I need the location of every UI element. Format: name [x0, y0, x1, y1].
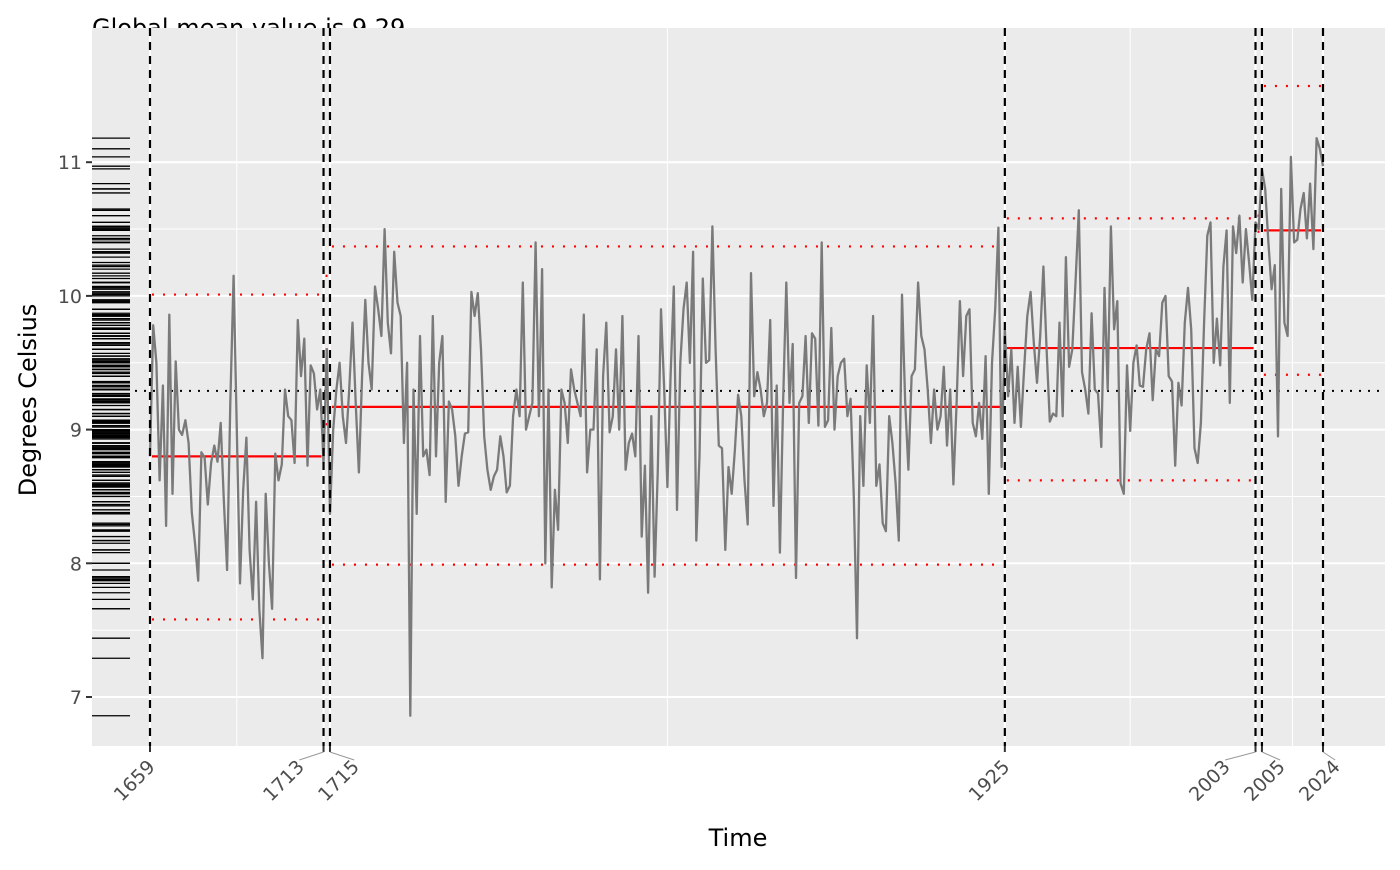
- series: [148, 136, 1325, 717]
- y-tick-label: 9: [70, 420, 82, 442]
- rug: [92, 137, 130, 717]
- x-tick-leader: [299, 751, 324, 761]
- x-tick-label: 1659: [110, 756, 160, 806]
- x-tick-leader: [329, 751, 355, 761]
- temperature-line: [148, 136, 1325, 717]
- y-tick-label: 7: [70, 687, 82, 709]
- x-tick-leader: [1261, 751, 1281, 761]
- x-tick-label: 1713: [259, 756, 309, 806]
- y-axis-label: Degrees Celsius: [14, 304, 42, 497]
- y-tick-label: 11: [58, 152, 82, 174]
- x-tick-label: 1925: [965, 756, 1015, 806]
- y-tick-label: 10: [58, 286, 82, 308]
- x-axis-label: Time: [708, 824, 768, 852]
- x-tick-label: 1715: [314, 756, 364, 806]
- breakpoint-lines: [148, 28, 1325, 746]
- x-tick-label: 2024: [1295, 756, 1345, 806]
- x-tick-label: 2005: [1240, 756, 1290, 806]
- y-axis: 7 8 9 10 11: [58, 152, 92, 709]
- x-tick-label: 2003: [1185, 756, 1235, 806]
- y-tick-label: 8: [70, 553, 82, 575]
- plot-panel: [92, 28, 1385, 746]
- x-tick-leader: [1322, 751, 1336, 761]
- x-tick-leader: [1225, 751, 1256, 761]
- x-axis: 1659 1713 1715 1925 2003 2005 2024: [110, 746, 1345, 806]
